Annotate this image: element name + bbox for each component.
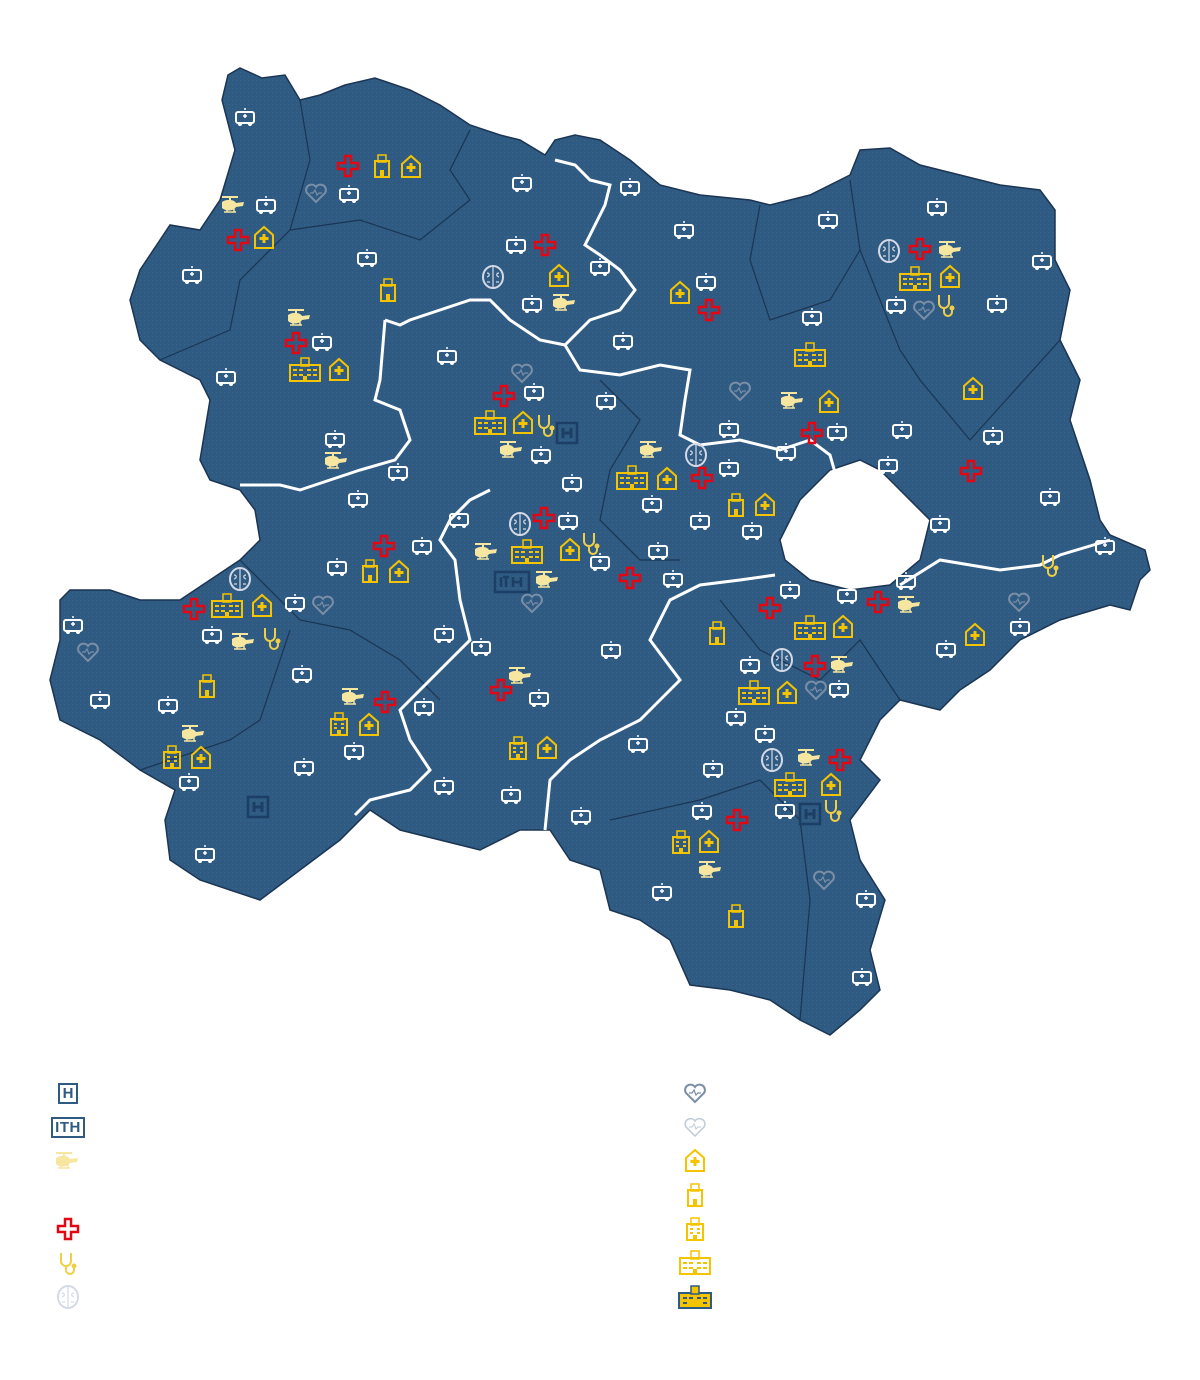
medium-hospital-icon [686, 1217, 704, 1241]
legend-item: H [48, 1080, 88, 1106]
state-borders [240, 158, 1111, 831]
district-borders [139, 99, 1061, 1021]
legend-badge-text: ITH [55, 1118, 81, 1136]
vienna-hole [779, 459, 931, 591]
legend-badge-text: H [62, 1084, 74, 1102]
state-outline [49, 67, 1151, 1036]
stethoscope-icon [60, 1252, 78, 1275]
legend-item [675, 1216, 715, 1242]
small-clinic-icon [687, 1183, 703, 1207]
large-hospital-icon [679, 1250, 711, 1275]
legend-item [48, 1250, 88, 1276]
legend-item: ITH [48, 1114, 88, 1140]
hospital-h-icon: H [58, 1082, 78, 1104]
legend-item [675, 1182, 715, 1208]
brain-icon [57, 1285, 79, 1309]
hospital-complex-icon [678, 1285, 712, 1309]
red-cross-icon [56, 1217, 80, 1241]
region-map [49, 67, 1151, 1036]
legend-item [675, 1284, 715, 1310]
pharmacy-house-icon [685, 1149, 705, 1172]
legend-item [675, 1250, 715, 1276]
helicopter-icon [55, 1152, 79, 1169]
legend-item [675, 1080, 715, 1106]
legend-item [675, 1148, 715, 1174]
legend-item [675, 1114, 715, 1140]
ith-icon: ITH [51, 1116, 85, 1138]
heart-pulse-icon [684, 1083, 706, 1103]
legend-item [48, 1284, 88, 1310]
legend-item [48, 1216, 88, 1242]
legend-item [48, 1148, 88, 1174]
heart-pulse-light-icon [684, 1117, 706, 1137]
